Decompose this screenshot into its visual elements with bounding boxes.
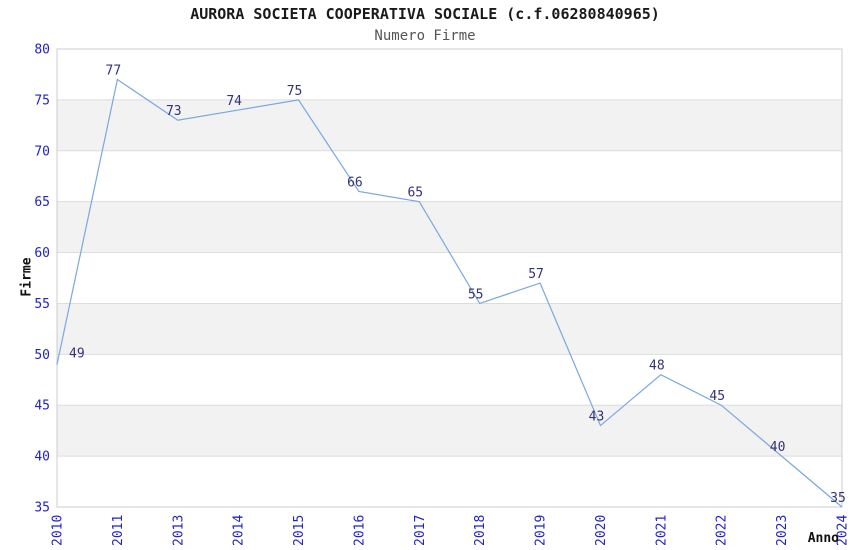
- plot-band: [57, 405, 842, 457]
- y-tick-label: 80: [34, 43, 50, 58]
- data-point-label: 45: [709, 389, 725, 404]
- y-tick-label: 35: [34, 501, 50, 516]
- x-tick-label: 2017: [413, 515, 428, 546]
- x-tick-label: 2018: [473, 515, 488, 546]
- y-tick-label: 40: [34, 450, 50, 465]
- x-tick-label: 2013: [171, 515, 186, 546]
- x-tick-label: 2020: [594, 515, 609, 546]
- plot-border: [56, 48, 843, 508]
- data-point-label: 35: [830, 491, 846, 506]
- x-tick-label: 2014: [232, 515, 247, 546]
- x-tick-label: 2021: [654, 515, 669, 546]
- data-point-label: 49: [69, 347, 85, 362]
- data-point-label: 66: [347, 175, 363, 190]
- plot-band: [57, 99, 842, 151]
- y-tick-label: 55: [34, 297, 50, 312]
- x-tick-label: 2011: [111, 515, 126, 546]
- data-point-label: 57: [528, 267, 544, 282]
- y-tick-label: 70: [34, 144, 50, 159]
- x-tick-label: 2019: [534, 515, 549, 546]
- y-axis-title: Firme: [19, 257, 35, 297]
- x-tick-label: 2015: [292, 515, 307, 546]
- chart-title: AURORA SOCIETA COOPERATIVA SOCIALE (c.f.…: [190, 5, 660, 23]
- plot-band: [57, 303, 842, 355]
- data-point-label: 75: [287, 84, 303, 99]
- x-tick-label: 2010: [51, 515, 66, 546]
- x-tick-label: 2024: [836, 515, 850, 546]
- data-point-label: 74: [226, 94, 242, 109]
- data-point-label: 43: [589, 410, 605, 425]
- data-point-label: 65: [407, 186, 423, 201]
- y-tick-label: 75: [34, 93, 50, 108]
- data-point-label: 48: [649, 359, 665, 374]
- data-point-label: 55: [468, 287, 484, 302]
- y-tick-label: 60: [34, 246, 50, 261]
- x-axis-title: Anno: [807, 531, 839, 546]
- data-point-label: 77: [106, 64, 122, 79]
- chart-subtitle: Numero Firme: [374, 28, 476, 44]
- data-point-label: 73: [166, 104, 182, 119]
- x-tick-label: 2022: [715, 515, 730, 546]
- x-tick-label: 2023: [775, 515, 790, 546]
- plot-band: [57, 201, 842, 253]
- data-point-label: 40: [770, 440, 786, 455]
- x-tick-label: 2016: [352, 515, 367, 546]
- series-line: [56, 78, 843, 508]
- y-tick-label: 65: [34, 195, 50, 210]
- y-tick-label: 45: [34, 399, 50, 414]
- y-tick-label: 50: [34, 348, 50, 363]
